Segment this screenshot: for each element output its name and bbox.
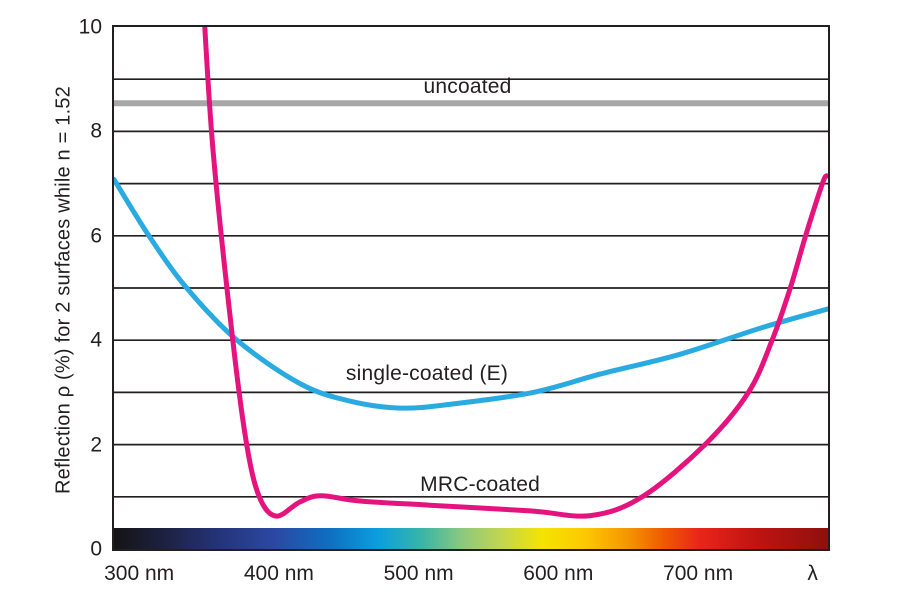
- single-coated-label: single-coated (E): [345, 362, 509, 386]
- plot-area: [112, 25, 830, 551]
- x-tick-label-300: 300 nm: [104, 562, 175, 585]
- single-coated-curve: [114, 176, 828, 411]
- x-tick-label-782: λ: [807, 562, 818, 585]
- x-tick-label-600: 600 nm: [523, 562, 594, 585]
- x-tick-label-700: 700 nm: [663, 562, 734, 585]
- y-tick-label-10: 10: [78, 15, 102, 39]
- y-tick-label-2: 2: [90, 433, 102, 457]
- spectrum-bar: [114, 528, 828, 549]
- y-axis-title: Reflection ρ (%) for 2 surfaces while n …: [52, 86, 75, 494]
- y-tick-label-6: 6: [90, 224, 102, 248]
- x-tick-label-400: 400 nm: [243, 562, 314, 585]
- x-tick-label-500: 500 nm: [383, 562, 454, 585]
- curves-svg: [114, 27, 828, 519]
- mrc-coated-label: MRC-coated: [420, 473, 541, 497]
- uncoated-label: uncoated: [423, 75, 512, 99]
- y-tick-label-0: 0: [90, 537, 102, 561]
- y-tick-label-4: 4: [90, 328, 102, 352]
- y-tick-label-8: 8: [90, 119, 102, 143]
- mrc-coated-curve: [202, 27, 828, 519]
